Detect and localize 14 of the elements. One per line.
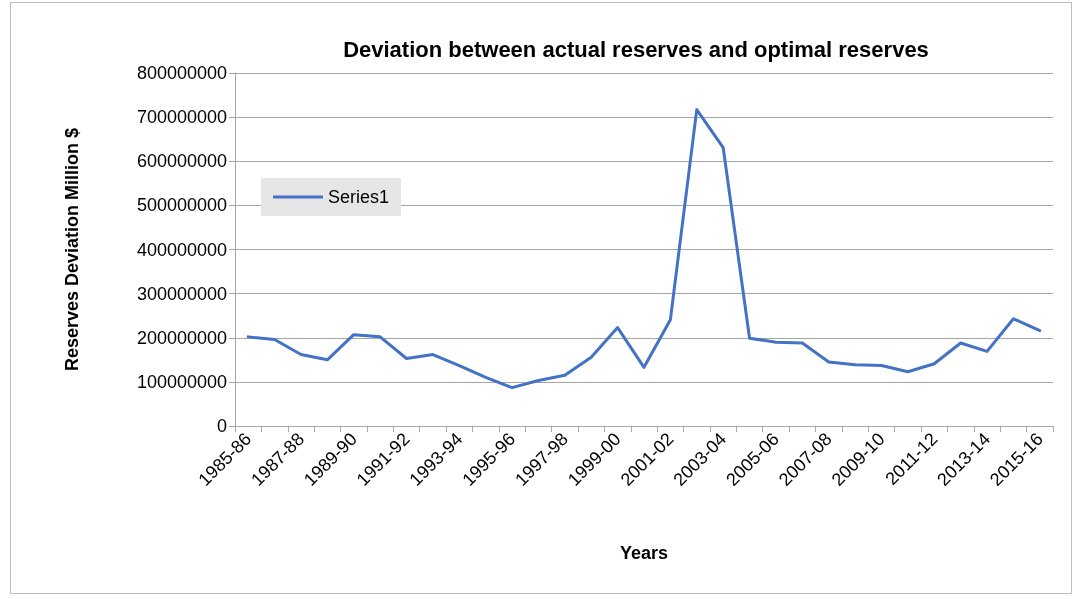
legend-label: Series1 xyxy=(328,187,390,207)
y-tick-label: 700000000 xyxy=(136,107,227,128)
x-axis-title: Years xyxy=(619,543,669,563)
y-tick-label: 300000000 xyxy=(136,283,227,304)
y-tick-label: 0 xyxy=(216,416,227,436)
y-tick-label: 800000000 xyxy=(136,63,227,83)
line-series xyxy=(246,108,1042,390)
y-tick-label: 100000000 xyxy=(136,371,227,392)
y-axis-title: Reserves Deviation Million $ xyxy=(62,127,82,372)
y-tick-label: 500000000 xyxy=(136,195,227,216)
chart-title: Deviation between actual reserves and optimal reserves xyxy=(343,36,929,62)
y-tick-label: 200000000 xyxy=(136,327,227,348)
y-tick-label: 600000000 xyxy=(136,151,227,172)
y-tick-label: 400000000 xyxy=(136,239,227,260)
